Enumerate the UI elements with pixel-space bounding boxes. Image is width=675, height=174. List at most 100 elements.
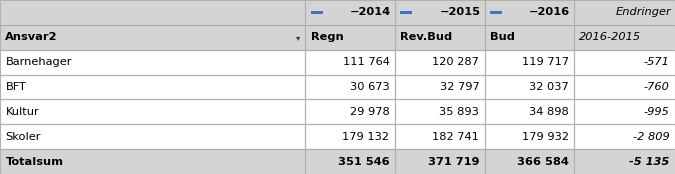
Text: 35 893: 35 893 xyxy=(439,107,479,117)
Text: 111 764: 111 764 xyxy=(343,57,389,67)
Text: 371 719: 371 719 xyxy=(428,157,479,167)
Bar xyxy=(305,149,395,174)
Bar xyxy=(395,99,485,124)
Bar xyxy=(305,50,395,75)
Text: Endringer: Endringer xyxy=(616,7,671,17)
Bar xyxy=(0,50,305,75)
Text: -2 809: -2 809 xyxy=(633,132,670,142)
Bar xyxy=(574,75,675,99)
Text: 32 037: 32 037 xyxy=(529,82,569,92)
Bar xyxy=(400,11,412,14)
Text: -995: -995 xyxy=(644,107,670,117)
Bar xyxy=(310,11,323,14)
Bar xyxy=(395,124,485,149)
Text: 366 584: 366 584 xyxy=(517,157,569,167)
Bar xyxy=(305,75,395,99)
Text: Barnehager: Barnehager xyxy=(5,57,72,67)
Bar xyxy=(574,0,675,25)
Bar xyxy=(485,0,574,25)
Text: BFT: BFT xyxy=(5,82,26,92)
Bar xyxy=(305,99,395,124)
Bar xyxy=(305,99,395,124)
Bar xyxy=(395,149,485,174)
Text: −2014: −2014 xyxy=(350,7,391,17)
Bar xyxy=(485,99,574,124)
Text: Totalsum: Totalsum xyxy=(5,157,63,167)
Text: 179 132: 179 132 xyxy=(342,132,389,142)
Bar xyxy=(395,50,485,75)
Bar xyxy=(574,25,675,50)
Text: Skoler: Skoler xyxy=(5,132,41,142)
Bar xyxy=(395,124,485,149)
Bar xyxy=(0,149,305,174)
Bar xyxy=(395,149,485,174)
Bar xyxy=(0,99,305,124)
Bar xyxy=(305,25,395,50)
Text: 34 898: 34 898 xyxy=(529,107,569,117)
Bar xyxy=(574,50,675,75)
Bar xyxy=(305,124,395,149)
Bar xyxy=(395,75,485,99)
Text: 120 287: 120 287 xyxy=(433,57,479,67)
Bar xyxy=(574,50,675,75)
Bar xyxy=(395,75,485,99)
Bar xyxy=(574,75,675,99)
Bar xyxy=(574,0,675,25)
Text: -5 135: -5 135 xyxy=(629,157,670,167)
Text: 179 932: 179 932 xyxy=(522,132,569,142)
Bar xyxy=(0,124,305,149)
Bar xyxy=(485,50,574,75)
Bar xyxy=(0,0,305,25)
Bar xyxy=(485,50,574,75)
Bar xyxy=(0,75,305,99)
Bar xyxy=(574,124,675,149)
Bar xyxy=(485,25,574,50)
Bar xyxy=(305,25,395,50)
Bar xyxy=(395,25,485,50)
Bar xyxy=(485,124,574,149)
Bar xyxy=(0,124,305,149)
Text: −2015: −2015 xyxy=(439,7,481,17)
Bar xyxy=(485,25,574,50)
Text: 182 741: 182 741 xyxy=(433,132,479,142)
Bar xyxy=(574,99,675,124)
Text: ▾: ▾ xyxy=(296,33,300,42)
Bar xyxy=(305,0,395,25)
Text: Ansvar2: Ansvar2 xyxy=(5,32,58,42)
Text: 351 546: 351 546 xyxy=(338,157,389,167)
Text: Kultur: Kultur xyxy=(5,107,39,117)
Bar xyxy=(305,75,395,99)
Bar xyxy=(574,25,675,50)
Bar xyxy=(574,99,675,124)
Text: 119 717: 119 717 xyxy=(522,57,569,67)
Text: 29 978: 29 978 xyxy=(350,107,389,117)
Bar xyxy=(485,149,574,174)
Bar xyxy=(395,0,485,25)
Text: -760: -760 xyxy=(644,82,670,92)
Bar xyxy=(485,124,574,149)
Bar xyxy=(485,75,574,99)
Text: 2016-2015: 2016-2015 xyxy=(578,32,641,42)
Bar xyxy=(0,75,305,99)
Text: −2016: −2016 xyxy=(529,7,570,17)
Bar xyxy=(305,0,395,25)
Bar xyxy=(305,124,395,149)
Bar xyxy=(574,124,675,149)
Bar xyxy=(574,149,675,174)
Text: -571: -571 xyxy=(644,57,670,67)
Bar xyxy=(0,149,305,174)
Bar xyxy=(485,75,574,99)
Bar xyxy=(0,25,305,50)
Bar xyxy=(574,149,675,174)
Bar xyxy=(305,149,395,174)
Bar xyxy=(0,99,305,124)
Bar xyxy=(395,99,485,124)
Bar xyxy=(395,25,485,50)
Text: Bud: Bud xyxy=(490,32,515,42)
Bar xyxy=(485,0,574,25)
Bar xyxy=(0,25,305,50)
Bar xyxy=(395,0,485,25)
Text: Regn: Regn xyxy=(310,32,344,42)
Text: 32 797: 32 797 xyxy=(439,82,479,92)
Bar xyxy=(395,50,485,75)
